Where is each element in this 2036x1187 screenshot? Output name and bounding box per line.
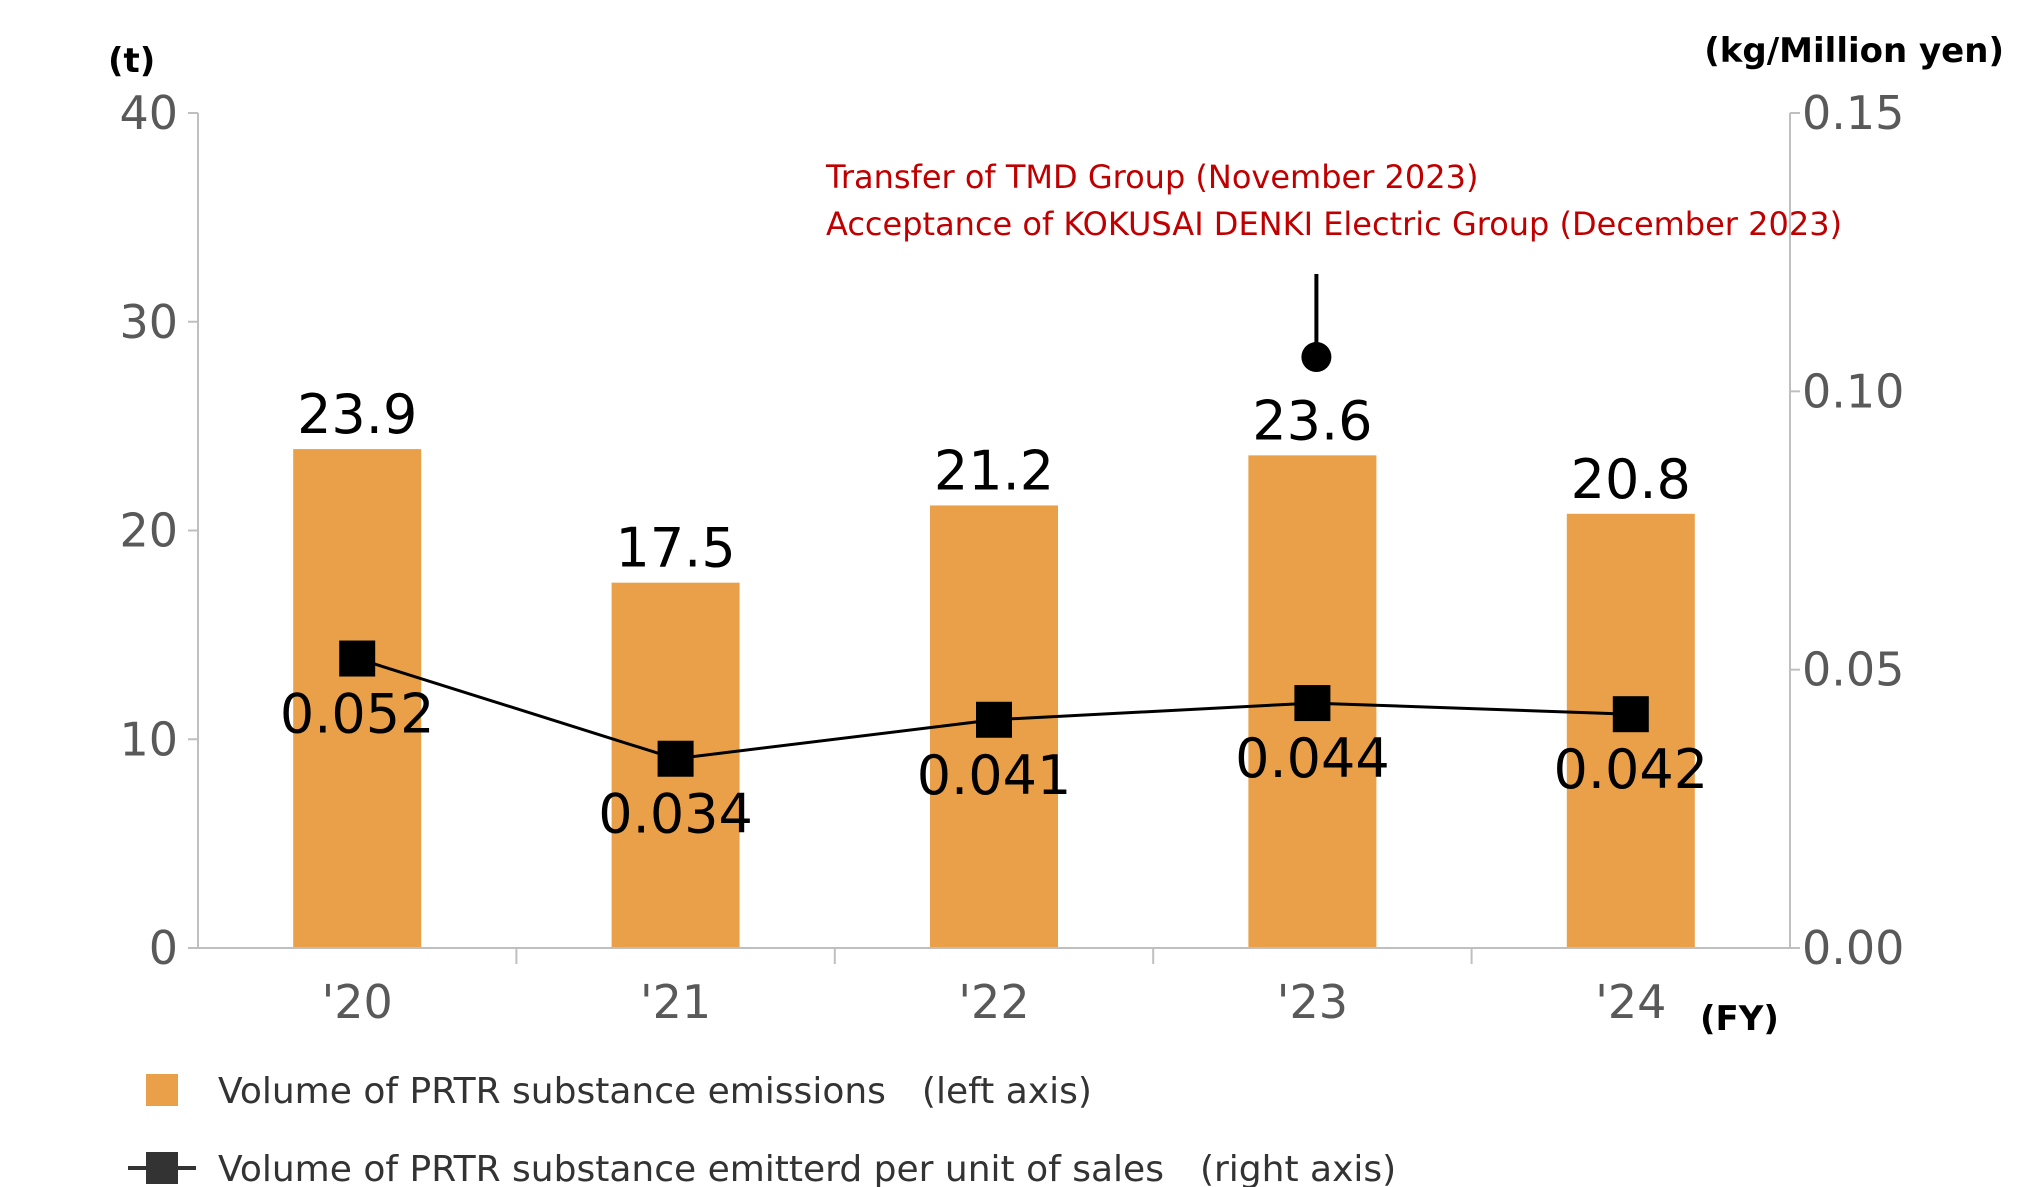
x-tick-label-4: '24 bbox=[1595, 975, 1666, 1029]
right-tick-label-3: 0.15 bbox=[1802, 86, 1904, 140]
left-tick-label-2: 20 bbox=[119, 504, 178, 558]
legend-swatch-bars bbox=[146, 1074, 178, 1106]
line-marker-2 bbox=[976, 701, 1012, 738]
annotation-text-0: Transfer of TMD Group (November 2023) bbox=[825, 158, 1478, 196]
left-tick-label-1: 10 bbox=[119, 712, 178, 766]
bar-value-label-1: 17.5 bbox=[615, 517, 735, 580]
x-tick-label-3: '23 bbox=[1277, 975, 1348, 1029]
bar-0 bbox=[293, 449, 422, 948]
left-axis-unit: (t) bbox=[108, 41, 155, 81]
left-tick-label-4: 40 bbox=[119, 86, 178, 140]
legend-swatch-marker bbox=[146, 1152, 178, 1184]
legend-label-bars: Volume of PRTR substance emissions (left… bbox=[218, 1071, 1092, 1112]
left-tick-label-3: 30 bbox=[119, 295, 178, 349]
line-value-label-1: 0.034 bbox=[598, 783, 753, 846]
x-axis-unit: (FY) bbox=[1700, 999, 1779, 1039]
line-value-label-0: 0.052 bbox=[280, 683, 435, 746]
bar-value-label-2: 21.2 bbox=[934, 439, 1054, 502]
x-tick-label-0: '20 bbox=[322, 975, 393, 1029]
line-value-label-3: 0.044 bbox=[1235, 727, 1390, 790]
right-tick-label-1: 0.05 bbox=[1802, 643, 1904, 697]
bar-value-label-4: 20.8 bbox=[1571, 448, 1691, 511]
x-tick-label-2: '22 bbox=[958, 975, 1029, 1029]
line-marker-1 bbox=[657, 740, 694, 777]
bar-value-label-3: 23.6 bbox=[1252, 389, 1372, 452]
right-tick-label-2: 0.10 bbox=[1802, 364, 1904, 418]
right-tick-label-0: 0.00 bbox=[1802, 921, 1904, 975]
annotation-pointer-dot bbox=[1301, 342, 1332, 372]
x-tick-label-1: '21 bbox=[640, 975, 711, 1029]
line-marker-0 bbox=[339, 640, 376, 677]
bar-value-label-0: 23.9 bbox=[297, 383, 417, 446]
left-tick-label-0: 0 bbox=[149, 921, 178, 975]
line-marker-3 bbox=[1294, 685, 1331, 722]
legend-label-line: Volume of PRTR substance emitterd per un… bbox=[218, 1149, 1396, 1187]
line-marker-4 bbox=[1612, 696, 1649, 733]
line-value-label-4: 0.042 bbox=[1554, 738, 1709, 801]
line-value-label-2: 0.041 bbox=[917, 744, 1072, 807]
annotation-text-1: Acceptance of KOKUSAI DENKI Electric Gro… bbox=[826, 205, 1842, 243]
right-axis-unit: (kg/Million yen) bbox=[1704, 31, 2004, 71]
